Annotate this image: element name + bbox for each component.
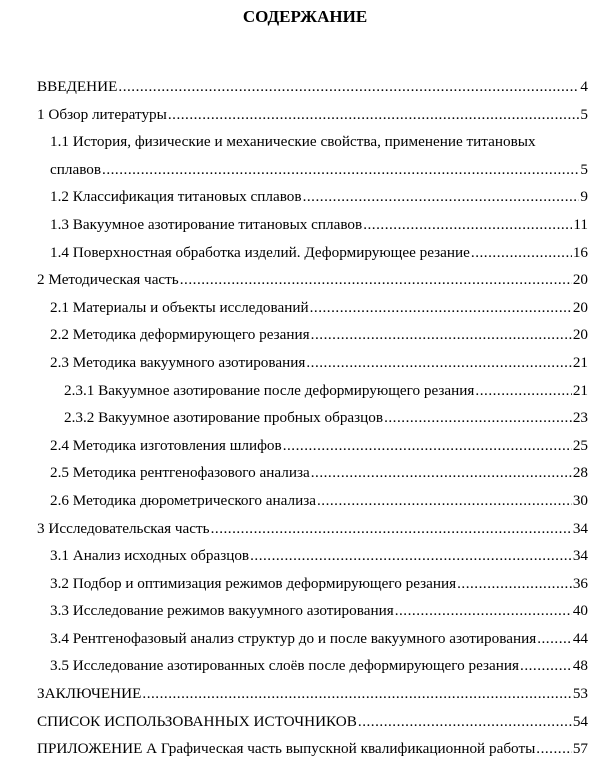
toc-entry-title: 2.2 Методика деформирующего резания xyxy=(50,326,310,344)
toc-entry-title: 2.4 Методика изготовления шлифов xyxy=(50,436,282,454)
dot-leader xyxy=(475,377,571,405)
toc-entry[interactable]: 2.3 Методика вакуумного азотирования 21 xyxy=(37,349,588,377)
toc-entry[interactable]: 3.5 Исследование азотированных слоёв пос… xyxy=(37,652,588,680)
dot-leader xyxy=(142,680,571,708)
toc-entry-page: 30 xyxy=(572,491,588,509)
toc-entry[interactable]: сплавов 5 xyxy=(37,156,588,184)
toc-entry[interactable]: 3.1 Анализ исходных образцов 34 xyxy=(37,542,588,570)
dot-leader xyxy=(317,487,572,515)
toc-entry-title: 1.3 Вакуумное азотирование титановых спл… xyxy=(50,215,363,233)
toc-entry-page: 36 xyxy=(572,574,588,592)
toc-entry-page: 53 xyxy=(572,685,588,703)
dot-leader xyxy=(311,321,572,349)
dot-leader xyxy=(536,735,572,763)
dot-leader xyxy=(303,183,580,211)
dot-leader xyxy=(102,156,579,184)
dot-leader xyxy=(537,625,572,653)
toc-entry[interactable]: 1.3 Вакуумное азотирование титановых спл… xyxy=(37,211,588,239)
dot-leader xyxy=(457,570,572,598)
toc-entry[interactable]: 2.3.1 Вакуумное азотирование после дефор… xyxy=(37,377,588,405)
toc-entry-title: 3.3 Исследование режимов вакуумного азот… xyxy=(50,602,394,620)
toc-entry[interactable]: ЗАКЛЮЧЕНИЕ 53 xyxy=(37,680,588,708)
toc-entry-page: 21 xyxy=(572,381,588,399)
toc-entry[interactable]: 1.2 Классификация титановых сплавов 9 xyxy=(37,183,588,211)
dot-leader xyxy=(310,294,572,322)
toc-entry-title: 3.2 Подбор и оптимизация режимов деформи… xyxy=(50,574,457,592)
toc-entry-page: 5 xyxy=(580,105,588,123)
toc-entry[interactable]: СПИСОК ИСПОЛЬЗОВАННЫХ ИСТОЧНИКОВ 54 xyxy=(37,708,588,736)
dot-leader xyxy=(311,459,572,487)
toc-entry-title: 3.4 Рентгенофазовый анализ структур до и… xyxy=(50,629,537,647)
toc-entry-title: 3.5 Исследование азотированных слоёв пос… xyxy=(50,657,520,675)
toc-entry[interactable]: 3.2 Подбор и оптимизация режимов деформи… xyxy=(37,570,588,598)
toc-entry-title: ЗАКЛЮЧЕНИЕ xyxy=(37,685,142,703)
dot-leader xyxy=(283,432,572,460)
toc-entry[interactable]: 2.6 Методика дюрометрического анализа 30 xyxy=(37,487,588,515)
page-title: СОДЕРЖАНИЕ xyxy=(242,7,368,26)
toc-entry-title: ВВЕДЕНИЕ xyxy=(37,78,118,95)
toc-entry-page: 20 xyxy=(572,298,588,316)
toc-entry[interactable]: 3.4 Рентгенофазовый анализ структур до и… xyxy=(37,625,588,653)
table-of-contents: ВВЕДЕНИЕ 4 1 Обзор литературы 5 1.1 История,… xyxy=(37,73,588,763)
dot-leader xyxy=(363,211,572,239)
toc-entry[interactable]: 2.5 Методика рентгенофазового анализа 28 xyxy=(37,459,588,487)
toc-entry-page: 9 xyxy=(580,188,588,206)
toc-entry-title: ПРИЛОЖЕНИЕ А Графическая часть выпускной… xyxy=(37,740,536,758)
toc-entry-title: 2.3.2 Вакуумное азотирование пробных обр… xyxy=(64,409,384,427)
dot-leader xyxy=(211,515,572,543)
toc-entry[interactable]: 3.3 Исследование режимов вакуумного азот… xyxy=(37,597,588,625)
dot-leader xyxy=(306,349,571,377)
toc-entry[interactable]: ВВЕДЕНИЕ 4 xyxy=(37,73,588,101)
toc-entry[interactable]: 2.4 Методика изготовления шлифов 25 xyxy=(37,432,588,460)
toc-entry-page: 21 xyxy=(572,353,588,371)
toc-entry[interactable]: 2.3.2 Вакуумное азотирование пробных обр… xyxy=(37,404,588,432)
toc-entry-page: 4 xyxy=(580,78,588,95)
toc-entry-title-line[interactable]: 1.1 История, физические и механические с… xyxy=(50,133,536,151)
toc-entry-page: 11 xyxy=(573,215,588,233)
toc-entry-title: 1.4 Поверхностная обработка изделий. Деф… xyxy=(50,243,470,261)
dot-leader xyxy=(118,73,579,101)
toc-entry-page: 40 xyxy=(572,602,588,620)
dot-leader xyxy=(395,597,572,625)
dot-leader xyxy=(180,266,572,294)
toc-entry-title: 1.2 Классификация титановых сплавов xyxy=(50,188,302,206)
toc-entry-title: 2.1 Материалы и объекты исследований xyxy=(50,298,309,316)
dot-leader xyxy=(520,652,572,680)
toc-entry-page: 34 xyxy=(572,547,588,565)
toc-entry-title: 3 Исследовательская часть xyxy=(37,519,210,537)
dot-leader xyxy=(168,101,580,129)
toc-entry-title: 2 Методическая часть xyxy=(37,271,179,289)
toc-entry-page: 28 xyxy=(572,464,588,482)
toc-entry-title: 3.1 Анализ исходных образцов xyxy=(50,547,250,565)
toc-entry-page: 16 xyxy=(572,243,588,261)
toc-entry-page: 48 xyxy=(572,657,588,675)
dot-leader xyxy=(471,239,572,267)
toc-entry[interactable]: 2.2 Методика деформирующего резания 20 xyxy=(37,321,588,349)
toc-entry-page: 20 xyxy=(572,326,588,344)
toc-entry-page: 57 xyxy=(572,740,588,758)
toc-entry-title: 1 Обзор литературы xyxy=(37,105,167,123)
toc-entry-page: 20 xyxy=(572,271,588,289)
toc-entry-page: 5 xyxy=(580,160,588,178)
dot-leader xyxy=(250,542,572,570)
toc-entry-page: 25 xyxy=(572,436,588,454)
toc-entry[interactable]: ПРИЛОЖЕНИЕ А Графическая часть выпускной… xyxy=(37,735,588,763)
toc-entry-title: СПИСОК ИСПОЛЬЗОВАННЫХ ИСТОЧНИКОВ xyxy=(37,712,357,730)
toc-entry-page: 23 xyxy=(572,409,588,427)
toc-entry-title: 2.3 Методика вакуумного азотирования xyxy=(50,353,306,371)
dot-leader xyxy=(384,404,572,432)
toc-entry-title: 2.5 Методика рентгенофазового анализа xyxy=(50,464,310,482)
toc-entry[interactable]: 3 Исследовательская часть 34 xyxy=(37,515,588,543)
toc-entry[interactable]: 1 Обзор литературы 5 xyxy=(37,101,588,129)
dot-leader xyxy=(358,708,572,736)
toc-entry[interactable]: 1.4 Поверхностная обработка изделий. Деф… xyxy=(37,239,588,267)
toc-entry-page: 44 xyxy=(572,629,588,647)
toc-entry-title: 2.3.1 Вакуумное азотирование после дефор… xyxy=(64,381,475,399)
toc-entry[interactable]: 2.1 Материалы и объекты исследований 20 xyxy=(37,294,588,322)
toc-entry-title: сплавов xyxy=(50,160,102,178)
toc-entry[interactable]: 2 Методическая часть 20 xyxy=(37,266,588,294)
toc-entry-page: 54 xyxy=(572,712,588,730)
toc-entry-page: 34 xyxy=(572,519,588,537)
toc-entry-title: 2.6 Методика дюрометрического анализа xyxy=(50,491,316,509)
